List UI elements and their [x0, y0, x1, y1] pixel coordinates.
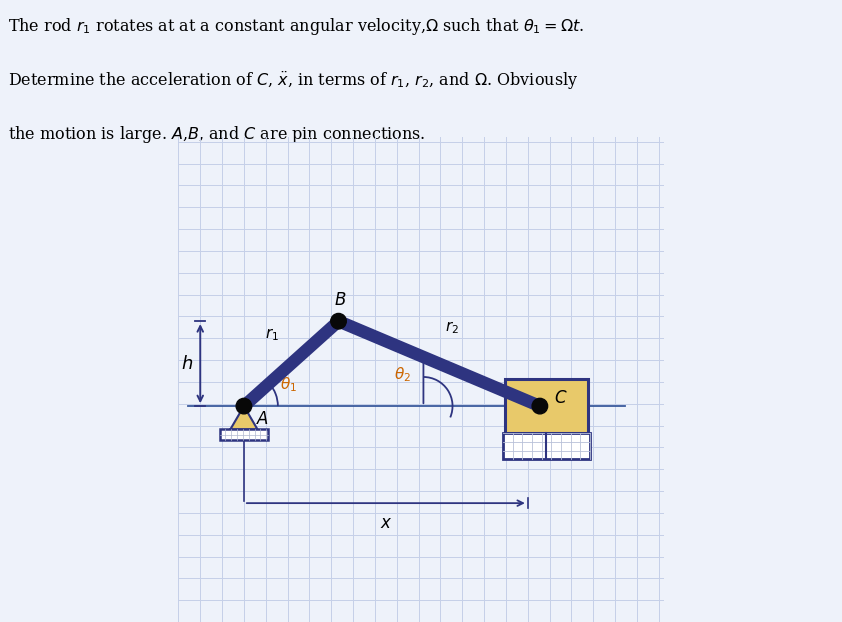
- Text: the motion is large. $A$,$B$, and $C$ are pin connections.: the motion is large. $A$,$B$, and $C$ ar…: [8, 124, 426, 146]
- Circle shape: [236, 398, 252, 414]
- Text: The rod $r_1$ rotates at at a constant angular velocity,$\Omega$ such that $\the: The rod $r_1$ rotates at at a constant a…: [8, 16, 584, 37]
- Text: Determine the acceleration of $C$, $\ddot{x}$, in terms of $r_1$, $r_2$, and $\O: Determine the acceleration of $C$, $\ddo…: [8, 70, 578, 92]
- Text: $B$: $B$: [333, 292, 346, 309]
- Text: $\theta_2$: $\theta_2$: [394, 365, 411, 384]
- Bar: [505, 379, 588, 433]
- Circle shape: [532, 398, 547, 414]
- Text: $C$: $C$: [554, 391, 568, 407]
- Text: $A$: $A$: [256, 411, 269, 428]
- Text: $\theta_1$: $\theta_1$: [280, 375, 297, 394]
- Polygon shape: [231, 406, 258, 429]
- Text: $x$: $x$: [380, 515, 392, 532]
- Text: $r_2$: $r_2$: [445, 319, 459, 336]
- Bar: [503, 433, 590, 460]
- Circle shape: [331, 313, 346, 329]
- Text: $r_1$: $r_1$: [264, 326, 279, 343]
- Bar: [220, 429, 268, 440]
- Text: $h$: $h$: [181, 355, 193, 373]
